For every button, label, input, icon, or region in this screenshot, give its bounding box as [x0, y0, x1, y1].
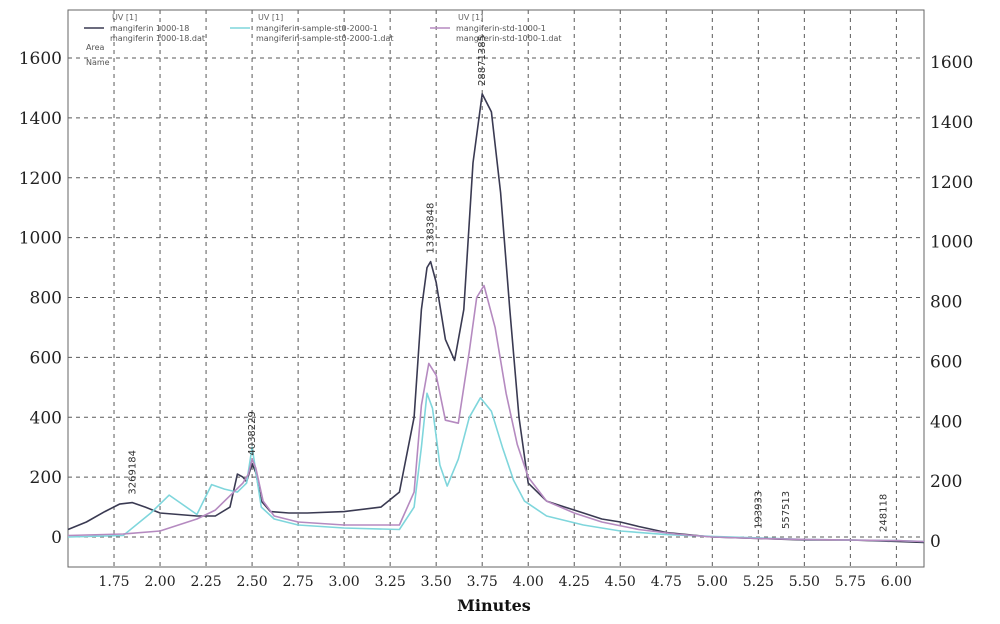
- x-tick-label: 1.75: [98, 574, 129, 590]
- legend-side-label: Area: [86, 43, 105, 52]
- x-tick-label: 6.00: [881, 574, 912, 590]
- series-line-2: [67, 392, 925, 543]
- x-axis: 1.75 2.00 2.25 2.50 2.75 3.00 3.25 3.50 3.75 4.00…: [98, 574, 912, 590]
- y-tick-label-left: 600: [30, 348, 62, 368]
- y-tick-label-left: 0: [51, 528, 62, 548]
- x-tick-label: 4.25: [559, 574, 590, 590]
- x-tick-label: 5.75: [835, 574, 866, 590]
- x-axis-label: Minutes: [457, 596, 531, 615]
- y-tick-label-right: 1600: [930, 53, 973, 73]
- series-group: [67, 93, 925, 544]
- peak-label: 3269184: [127, 450, 138, 495]
- y-tick-label-left: 1600: [19, 49, 62, 69]
- y-tick-label-right: 400: [930, 412, 962, 432]
- y-tick-label-left: 1200: [19, 169, 62, 189]
- series-line-3: [67, 284, 925, 543]
- plot-frame: [67, 9, 925, 568]
- legend-entry-name: mangiferin 1000-18: [110, 24, 189, 33]
- legend-entry-file: mangiferin-sample-st0-2000-1.dat: [256, 34, 394, 43]
- peak-label: 28871385: [477, 35, 488, 86]
- y-tick-label-right: 600: [930, 352, 962, 372]
- y-tick-label-right: 1000: [930, 233, 973, 253]
- legend-entry-name: mangiferin-std-1000-1: [456, 24, 546, 33]
- x-tick-label: 2.75: [283, 574, 314, 590]
- legend-header: UV [1]: [258, 13, 283, 22]
- peak-label: 248118: [879, 494, 890, 532]
- x-tick-label: 4.00: [513, 574, 544, 590]
- series-line-1: [67, 93, 925, 544]
- y-tick-label-right: 800: [930, 293, 962, 313]
- legend-header: UV [1]: [458, 13, 483, 22]
- y-tick-label-right: 1400: [930, 113, 973, 133]
- y-axis-left: 0 200 400 600 800 1000 1200 1400 1600: [19, 49, 62, 548]
- x-tick-label: 5.50: [789, 574, 820, 590]
- y-axis-right: 0 200 400 600 800 1000 1200 1400 1600: [930, 53, 973, 552]
- y-tick-label-right: 0: [930, 532, 941, 552]
- x-tick-label: 3.00: [329, 574, 360, 590]
- x-tick-label: 2.25: [190, 574, 221, 590]
- y-tick-label-left: 800: [30, 289, 62, 309]
- legend-entry-name: mangiferin-sample-st0-2000-1: [256, 24, 378, 33]
- y-tick-label-right: 1200: [930, 173, 973, 193]
- x-tick-label: 3.50: [421, 574, 452, 590]
- x-tick-label: 3.75: [467, 574, 498, 590]
- y-tick-label-left: 1400: [19, 109, 62, 129]
- legend-entry-file: mangiferin-std-1000-1.dat: [456, 34, 562, 43]
- x-tick-label: 5.00: [697, 574, 728, 590]
- legend-header: UV [1]: [112, 13, 137, 22]
- legend-entry-file: mangiferin 1000-18.dat: [110, 34, 205, 43]
- legend-side-label: Name: [86, 58, 110, 67]
- x-tick-label: 2.00: [144, 574, 175, 590]
- peak-label: 4038229: [247, 411, 258, 456]
- x-tick-label: 3.25: [375, 574, 406, 590]
- peak-label: 557513: [781, 491, 792, 529]
- x-tick-label: 2.50: [237, 574, 268, 590]
- x-tick-label: 4.50: [605, 574, 636, 590]
- y-tick-label-left: 200: [30, 468, 62, 488]
- y-tick-label-right: 200: [930, 472, 962, 492]
- x-tick-label: 4.75: [651, 574, 682, 590]
- peak-label: 13383848: [426, 203, 437, 254]
- peak-label: 193933: [753, 491, 764, 529]
- x-tick-label: 5.25: [743, 574, 774, 590]
- y-tick-label-left: 400: [30, 408, 62, 428]
- grid: [68, 10, 924, 567]
- peak-labels: 3269184 4038229 13383848 28871385 193933 5575…: [127, 35, 889, 532]
- y-tick-label-left: 1000: [19, 229, 62, 249]
